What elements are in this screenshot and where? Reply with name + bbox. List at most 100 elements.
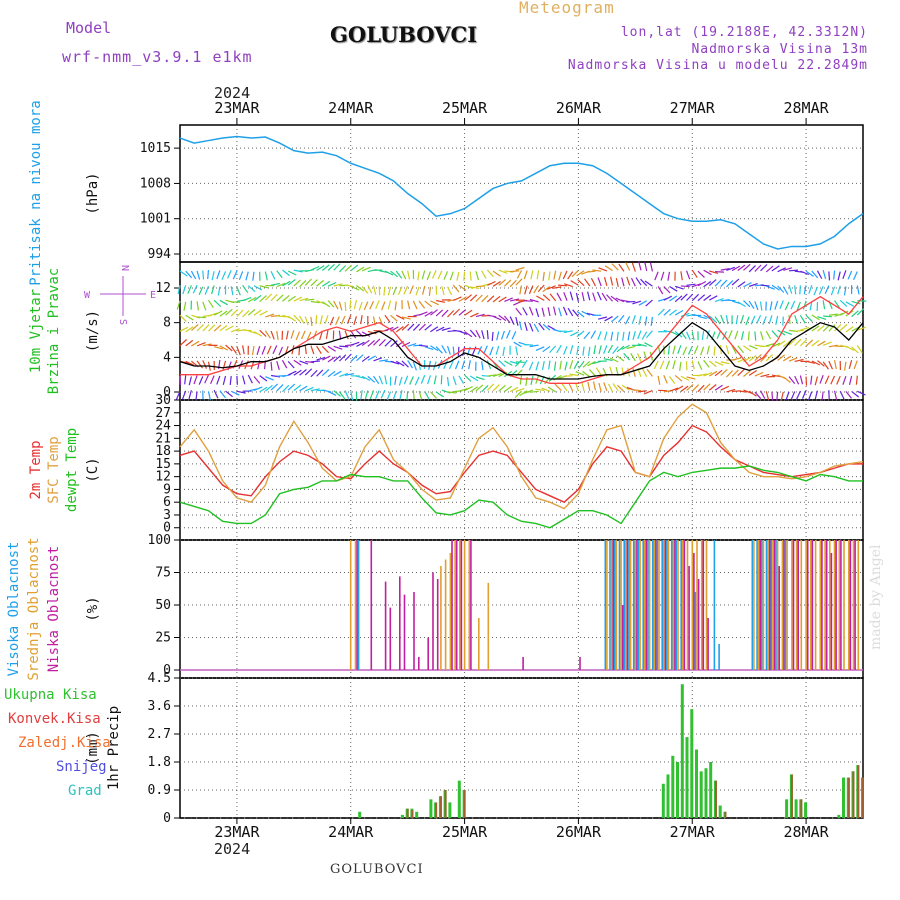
wind-barb	[571, 269, 579, 278]
wind-barb	[396, 314, 405, 320]
wind-barb	[264, 384, 273, 392]
wind-barb	[192, 284, 198, 294]
wind-barb	[626, 345, 636, 350]
cloud-bar	[470, 540, 472, 670]
wind-barb	[845, 345, 855, 351]
wind-barb	[691, 360, 695, 370]
wind-barb	[245, 271, 249, 281]
wind-barb	[582, 346, 585, 356]
wind-barb	[338, 330, 342, 340]
wind-barb	[754, 371, 764, 377]
cloud-bar	[697, 579, 700, 670]
wind-barb	[270, 330, 275, 340]
wind-barb	[412, 390, 415, 400]
wind-barb	[737, 357, 747, 363]
wind-barb	[646, 368, 653, 377]
wind-barb	[766, 342, 776, 347]
cloud-bar	[707, 618, 709, 670]
date-label-top-0: 23MAR	[214, 99, 260, 117]
precip-bar-conv	[435, 802, 438, 819]
wind-barb	[822, 341, 832, 346]
wind-barb	[632, 300, 642, 305]
wind-barb	[492, 372, 502, 377]
wind-barb	[750, 315, 756, 325]
wind-barb	[265, 313, 275, 318]
precip-bar-conv	[852, 771, 855, 819]
wind-barb	[387, 300, 392, 310]
cloud-bar	[522, 657, 524, 670]
precip-legend-1: Konvek.Kisa	[8, 711, 101, 727]
wind-barb	[207, 391, 211, 401]
wind-barb	[663, 308, 671, 316]
wind-barb	[513, 341, 522, 348]
wind-barb	[632, 330, 636, 340]
wind-barb	[230, 286, 234, 296]
wind-barb	[295, 331, 301, 341]
wind-barb	[514, 359, 522, 367]
wind-barb	[665, 360, 671, 370]
wind-barb	[754, 264, 762, 272]
wind-barb	[748, 355, 757, 362]
cloud-ylabel-low: Niska Oblacnost	[46, 546, 62, 672]
wind-barb	[640, 278, 648, 287]
wind-barb	[401, 270, 407, 280]
wind-barb	[525, 376, 528, 386]
wind-barb	[287, 315, 297, 322]
wind-barb	[211, 285, 215, 295]
cloud-bar	[629, 540, 632, 670]
wind-barb	[282, 384, 290, 393]
wind-barb	[549, 293, 557, 302]
wind-barb	[645, 299, 653, 307]
cloud-bar	[418, 657, 420, 670]
wind-barb	[464, 294, 472, 301]
wind-barb	[181, 390, 187, 400]
precip-bar-conv	[724, 811, 727, 818]
wind-barb	[811, 360, 821, 366]
wind-barb	[720, 279, 728, 288]
wind-barb	[185, 326, 194, 333]
wind-barb	[731, 357, 741, 361]
wind-barb	[725, 315, 729, 325]
wind-barb	[458, 284, 467, 291]
wind-barb	[424, 311, 433, 317]
wind-barb	[361, 266, 371, 272]
wind-barb	[469, 329, 477, 338]
ytick-label-temperature-7: 21	[155, 431, 171, 446]
wind-barb	[270, 383, 279, 391]
wind-barb	[714, 298, 724, 303]
cloud-bar	[765, 540, 768, 670]
wind-barb	[375, 300, 380, 309]
wind-barb	[604, 316, 613, 322]
unit-label-clouds: (%)	[85, 596, 101, 621]
wind-barb	[583, 331, 591, 340]
wind-barb	[573, 360, 579, 370]
wind-barb	[714, 369, 723, 377]
cloud-bar	[653, 540, 656, 670]
wind-barb	[720, 361, 730, 365]
cloud-bar	[833, 540, 836, 670]
wind-barb	[697, 384, 705, 393]
wind-barb	[515, 307, 522, 316]
ytick-label-temperature-6: 18	[155, 444, 171, 459]
wind-barb	[794, 315, 799, 324]
wind-barb	[504, 297, 513, 302]
wind-barb	[316, 356, 326, 361]
wind-barb	[615, 277, 619, 288]
wind-barb	[515, 316, 519, 326]
elevation-text: Nadmorska Visina 13m	[691, 42, 868, 57]
ytick-label-precip-0: 0	[163, 811, 171, 826]
wind-barb	[446, 286, 453, 296]
wind-barb	[576, 345, 580, 355]
ytick-label-pressure-3: 1015	[140, 141, 171, 156]
wind-barb	[179, 375, 182, 386]
wind-barb	[771, 284, 780, 291]
wind-barb	[638, 300, 648, 306]
wind-barb	[412, 361, 417, 371]
wind-barb	[691, 331, 695, 341]
year-top: 2024	[214, 84, 251, 102]
ytick-label-precip-1: 0.9	[148, 783, 171, 798]
wind-barb	[319, 315, 323, 325]
wind-barb	[202, 360, 208, 369]
wind-barb	[437, 270, 443, 280]
wind-barb	[697, 373, 707, 377]
